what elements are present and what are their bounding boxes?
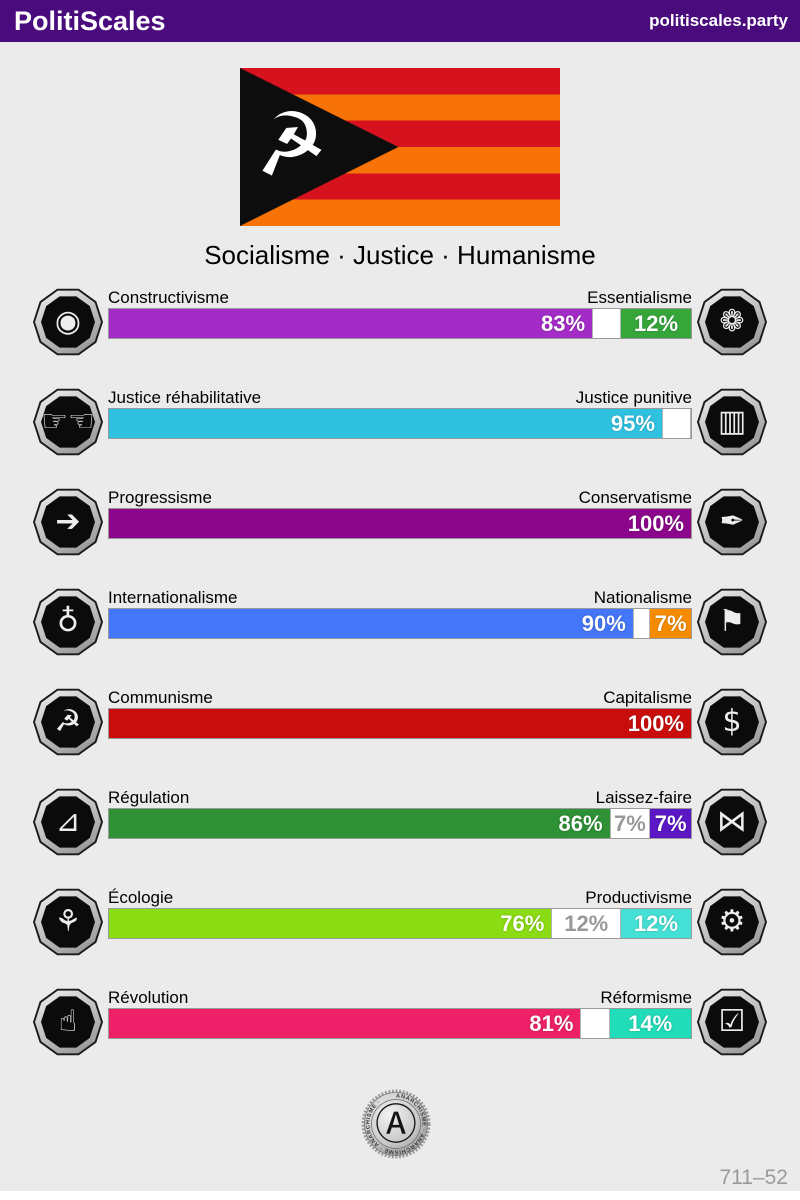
- axis-bar: 100%: [108, 508, 692, 539]
- sprout-icon: ⚘: [33, 887, 103, 957]
- axis-left-segment: 81%: [109, 1009, 581, 1038]
- axis-left-value: 81%: [529, 1010, 574, 1036]
- axis-right-label: Conservatisme: [578, 488, 692, 507]
- axis-left-value: 95%: [610, 410, 655, 436]
- axis-right-value: 7%: [654, 610, 687, 636]
- pen-nib-icon: ✒: [697, 487, 767, 557]
- axis-neutral-segment: [632, 609, 651, 638]
- axis-left-segment: 95%: [109, 409, 662, 438]
- axis-left-value: 86%: [558, 810, 603, 836]
- flag-icon: ⚑: [697, 587, 767, 657]
- gear-icon: ⚙: [697, 887, 767, 957]
- prison-bars-icon: ▥: [697, 387, 767, 457]
- flower-icon: ❁: [697, 287, 767, 357]
- axis-right-segment: 12%: [621, 309, 691, 338]
- axis-right-label: Essentialisme: [587, 288, 692, 307]
- axis-right-value: 12%: [634, 310, 679, 336]
- axis-left-label: Communisme: [108, 688, 213, 707]
- app-title: PolitiScales: [14, 5, 166, 36]
- anarchism-seal-icon: ANARCHISME · ANARCHISME · ANARCHISME · Ⓐ: [361, 1089, 431, 1159]
- axis-row: ⊿ Régulation Laissez-faire 86% 7% 7% ⋈: [33, 787, 767, 863]
- axis-row: ♁ Internationalisme Nationalisme 90% 7% …: [33, 587, 767, 663]
- hammer-sickle-icon: ☭: [33, 687, 103, 757]
- axis-neutral-value: 7%: [613, 810, 646, 836]
- axis-row: ◉ Constructivisme Essentialisme 83% 12% …: [33, 287, 767, 363]
- axis-right-label: Réformisme: [600, 988, 692, 1007]
- axis-bar: 81% 14%: [108, 1008, 692, 1039]
- axis-bar: 76% 12% 12%: [108, 908, 692, 939]
- axis-bar: 86% 7% 7%: [108, 808, 692, 839]
- ruler-icon: ⊿: [33, 787, 103, 857]
- circle-a-symbol: Ⓐ: [375, 1101, 417, 1148]
- progress-icon: ➔: [33, 487, 103, 557]
- eye-icon: ◉: [33, 287, 103, 357]
- hammer-sickle-icon: ☭: [245, 89, 334, 198]
- axis-row: ⚘ Écologie Productivisme 76% 12% 12% ⚙: [33, 887, 767, 963]
- axis-right-segment: 7%: [650, 809, 691, 838]
- handshake-icon: ☞☜: [33, 387, 103, 457]
- axis-left-segment: 100%: [109, 509, 691, 538]
- axis-right-segment: 12%: [621, 909, 691, 938]
- axis-right-label: Nationalisme: [593, 588, 692, 607]
- axis-right-label: Laissez-faire: [595, 788, 692, 807]
- axis-left-label: Régulation: [108, 788, 190, 807]
- axis-row: ☝ Révolution Réformisme 81% 14% ☑: [33, 987, 767, 1063]
- axis-right-value: 7%: [654, 810, 687, 836]
- axis-right-label: Capitalisme: [603, 688, 692, 707]
- axis-left-value: 100%: [627, 510, 684, 536]
- axis-right-segment: 14%: [609, 1009, 691, 1038]
- axis-left-value: 100%: [627, 710, 684, 736]
- axis-left-segment: 90%: [109, 609, 633, 638]
- result-flag: ☭: [240, 68, 560, 226]
- axis-neutral-segment: 7%: [609, 809, 651, 838]
- axis-right-value: 14%: [628, 1010, 673, 1036]
- ballot-icon: ☑: [697, 987, 767, 1057]
- axis-left-value: 83%: [541, 310, 586, 336]
- result-code: 711–52: [719, 1166, 788, 1189]
- axis-left-segment: 100%: [109, 709, 691, 738]
- axis-left-label: Constructivisme: [108, 288, 229, 307]
- axis-neutral-segment: 12%: [551, 909, 622, 938]
- axis-neutral-value: 12%: [564, 910, 609, 936]
- axis-right-segment: 7%: [650, 609, 691, 638]
- axis-left-label: Révolution: [108, 988, 189, 1007]
- axis-row: ➔ Progressisme Conservatisme 100% ✒: [33, 487, 767, 563]
- axis-left-label: Internationalisme: [108, 588, 238, 607]
- axis-bar: 90% 7%: [108, 608, 692, 639]
- axis-bar: 83% 12%: [108, 308, 692, 339]
- butterfly-icon: ⋈: [697, 787, 767, 857]
- axis-left-value: 76%: [500, 910, 545, 936]
- axis-neutral-segment: [592, 309, 622, 338]
- axis-left-label: Progressisme: [108, 488, 212, 507]
- site-url[interactable]: politiscales.party: [649, 11, 788, 30]
- axis-left-value: 90%: [581, 610, 626, 636]
- footer-strip: [0, 1191, 800, 1200]
- axis-left-segment: 83%: [109, 309, 593, 338]
- axis-bar: 100%: [108, 708, 692, 739]
- raised-fist-icon: ☝: [33, 987, 103, 1057]
- axis-neutral-segment: [580, 1009, 610, 1038]
- globe-icon: ♁: [33, 587, 103, 657]
- axis-right-value: 12%: [634, 910, 679, 936]
- axis-left-label: Écologie: [108, 888, 174, 907]
- axis-row: ☭ Communisme Capitalisme 100% $: [33, 687, 767, 763]
- axis-left-segment: 86%: [109, 809, 610, 838]
- axis-right-label: Justice punitive: [575, 388, 692, 407]
- axis-bar: 95%: [108, 408, 692, 439]
- result-motto: Socialisme · Justice · Humanisme: [204, 240, 596, 270]
- axis-row: ☞☜ Justice réhabilitative Justice puniti…: [33, 387, 767, 463]
- axis-neutral-segment: [661, 409, 691, 438]
- axis-left-segment: 76%: [109, 909, 552, 938]
- axis-left-label: Justice réhabilitative: [108, 388, 262, 407]
- axis-right-label: Productivisme: [585, 888, 692, 907]
- money-bag-icon: $: [697, 687, 767, 757]
- header-bar: PolitiScales politiscales.party: [0, 0, 800, 42]
